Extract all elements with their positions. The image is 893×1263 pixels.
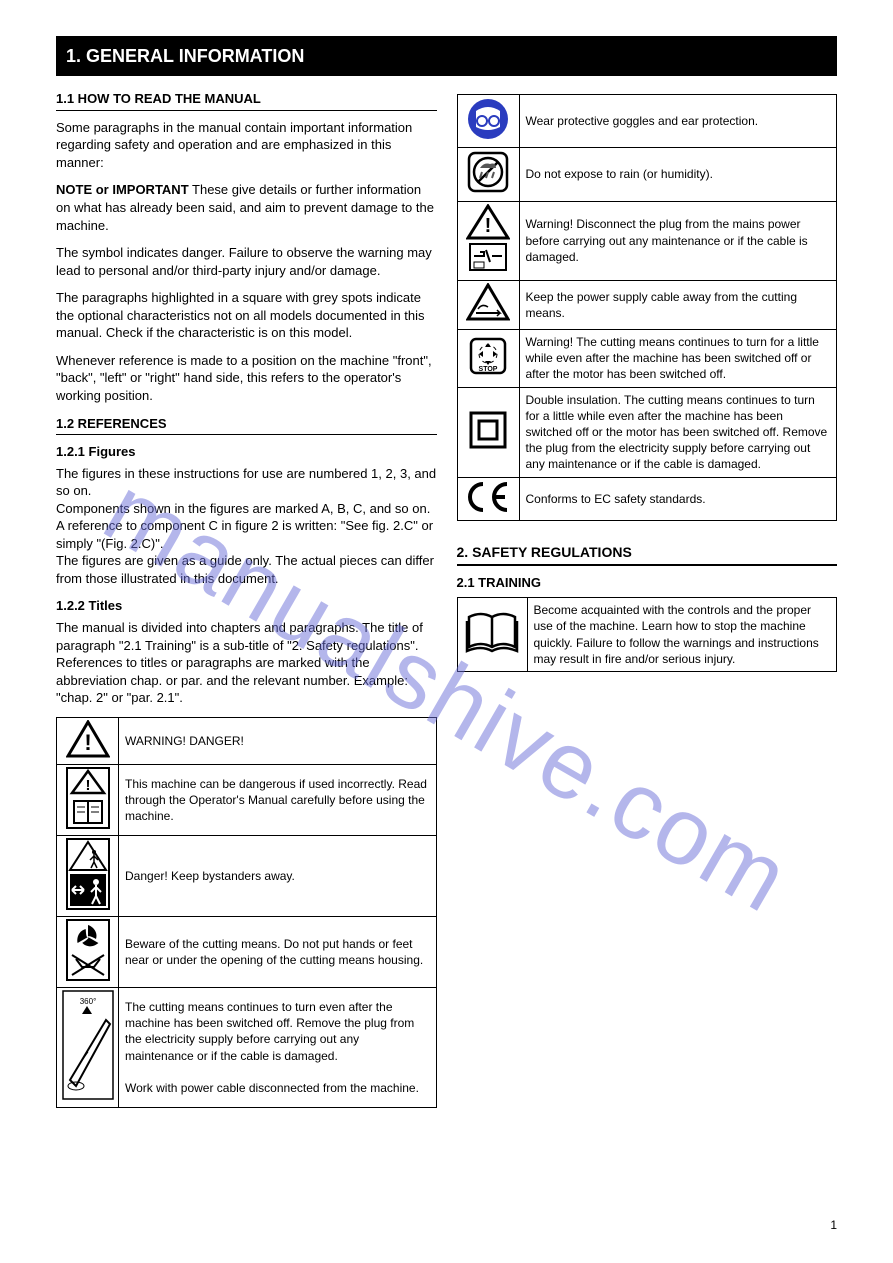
subhead-1-2-2: 1.2.2 Titles bbox=[56, 597, 437, 615]
icon-cell bbox=[457, 477, 519, 520]
table-row: ! WARNING! DANGER! bbox=[57, 717, 437, 764]
symbol-text: The cutting means continues to turn even… bbox=[119, 988, 437, 1107]
para: Some paragraphs in the manual contain im… bbox=[56, 119, 437, 172]
icon-cell bbox=[57, 917, 119, 988]
symbol-text: Beware of the cutting means. Do not put … bbox=[119, 917, 437, 988]
para: The figures in these instructions for us… bbox=[56, 465, 437, 588]
icon-cell: ! bbox=[57, 717, 119, 764]
cutting-angle-icon: 360° bbox=[62, 990, 114, 1100]
symbol-text: Wear protective goggles and ear protecti… bbox=[519, 95, 837, 148]
table-row: STOP Warning! The cutting means continue… bbox=[457, 330, 837, 388]
svg-text:STOP: STOP bbox=[479, 366, 498, 373]
para: The symbol indicates danger. Failure to … bbox=[56, 244, 437, 279]
right-column: Wear protective goggles and ear protecti… bbox=[457, 90, 838, 1107]
section-head-1-1: 1.1 HOW TO READ THE MANUAL bbox=[56, 90, 437, 111]
ce-mark-icon bbox=[465, 480, 511, 514]
subhead-2-1: 2.1 TRAINING bbox=[457, 574, 838, 592]
table-row: Double insulation. The cutting means con… bbox=[457, 387, 837, 477]
icon-cell bbox=[457, 387, 519, 477]
info-text: Become acquainted with the controls and … bbox=[527, 598, 837, 672]
section-head-2: 2. SAFETY REGULATIONS bbox=[457, 543, 838, 566]
warning-unplug-icon: ! bbox=[466, 204, 510, 274]
columns: 1.1 HOW TO READ THE MANUAL Some paragrap… bbox=[56, 90, 837, 1107]
page: 1. GENERAL INFORMATION 1.1 HOW TO READ T… bbox=[0, 0, 893, 1108]
title-bar: 1. GENERAL INFORMATION bbox=[56, 36, 837, 76]
icon-cell: ! bbox=[57, 764, 119, 835]
no-rain-icon bbox=[466, 150, 510, 194]
warning-triangle-icon: ! bbox=[66, 720, 110, 758]
table-row: Become acquainted with the controls and … bbox=[457, 598, 837, 672]
para: The paragraphs highlighted in a square w… bbox=[56, 289, 437, 342]
symbol-table-right: Wear protective goggles and ear protecti… bbox=[457, 94, 838, 520]
svg-text:!: ! bbox=[84, 730, 91, 755]
icon-cell: 360° bbox=[57, 988, 119, 1107]
symbol-text: Keep the power supply cable away from th… bbox=[519, 280, 837, 329]
icon-cell: STOP bbox=[457, 330, 519, 388]
svg-text:!: ! bbox=[85, 777, 90, 794]
symbol-text: Double insulation. The cutting means con… bbox=[519, 387, 837, 477]
icon-cell bbox=[457, 598, 527, 672]
table-row: Wear protective goggles and ear protecti… bbox=[457, 95, 837, 148]
warning-manual-icon: ! bbox=[66, 767, 110, 829]
table-row: Beware of the cutting means. Do not put … bbox=[57, 917, 437, 988]
stop-rotating-icon: STOP bbox=[466, 334, 510, 378]
table-row: Danger! Keep bystanders away. bbox=[57, 836, 437, 917]
page-number: 1 bbox=[830, 1217, 837, 1233]
table-row: ! This machine can be dangerous if used … bbox=[57, 764, 437, 835]
symbol-text: Do not expose to rain (or humidity). bbox=[519, 148, 837, 201]
table-row: ! Warning! Disconnect the plug from the … bbox=[457, 201, 837, 280]
symbol-table-left: ! WARNING! DANGER! ! bbox=[56, 717, 437, 1108]
symbol-text: Warning! The cutting means continues to … bbox=[519, 330, 837, 388]
para: The manual is divided into chapters and … bbox=[56, 619, 437, 707]
symbol-text: Danger! Keep bystanders away. bbox=[119, 836, 437, 917]
table-row: Do not expose to rain (or humidity). bbox=[457, 148, 837, 201]
icon-cell bbox=[457, 95, 519, 148]
double-insulation-icon bbox=[468, 410, 508, 450]
keep-cable-away-icon bbox=[466, 283, 510, 323]
symbol-text: Conforms to EC safety standards. bbox=[519, 477, 837, 520]
symbol-text: Warning! Disconnect the plug from the ma… bbox=[519, 201, 837, 280]
svg-text:360°: 360° bbox=[79, 997, 96, 1006]
subhead-1-2-1: 1.2.1 Figures bbox=[56, 443, 437, 461]
rotating-blades-icon bbox=[66, 919, 110, 981]
section-head-1-2: 1.2 REFERENCES bbox=[56, 415, 437, 436]
note-strong: NOTE or IMPORTANT bbox=[56, 182, 189, 197]
symbol-text: WARNING! DANGER! bbox=[119, 717, 437, 764]
open-book-icon bbox=[463, 607, 521, 657]
keep-bystanders-icon bbox=[66, 838, 110, 910]
symbol-text: This machine can be dangerous if used in… bbox=[119, 764, 437, 835]
table-row: 360° The cutting means continues to turn… bbox=[57, 988, 437, 1107]
icon-cell bbox=[457, 280, 519, 329]
icon-cell: ! bbox=[457, 201, 519, 280]
para: NOTE or IMPORTANT These give details or … bbox=[56, 181, 437, 234]
table-row: Keep the power supply cable away from th… bbox=[457, 280, 837, 329]
left-column: 1.1 HOW TO READ THE MANUAL Some paragrap… bbox=[56, 90, 437, 1107]
icon-cell bbox=[57, 836, 119, 917]
icon-cell bbox=[457, 148, 519, 201]
ppe-glasses-icon bbox=[466, 97, 510, 141]
para: Whenever reference is made to a position… bbox=[56, 352, 437, 405]
svg-text:!: ! bbox=[485, 215, 492, 237]
table-row: Conforms to EC safety standards. bbox=[457, 477, 837, 520]
info-table: Become acquainted with the controls and … bbox=[457, 597, 838, 672]
